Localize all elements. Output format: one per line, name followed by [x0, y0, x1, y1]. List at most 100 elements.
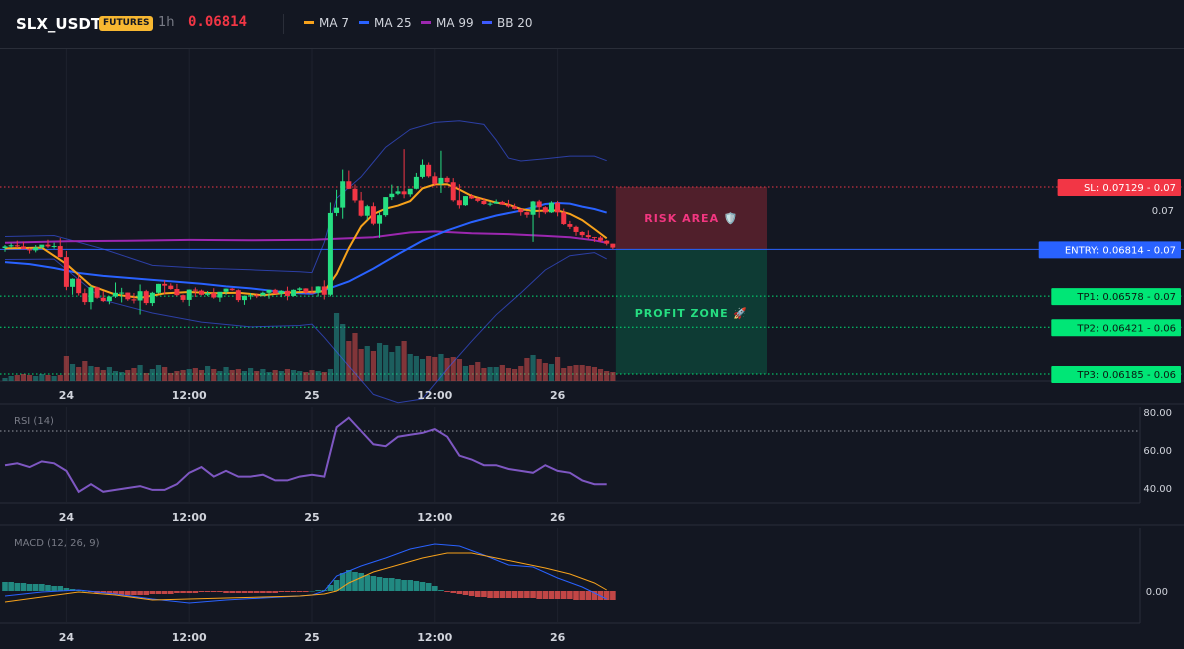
candle-body — [315, 286, 321, 293]
macd-histogram-bar — [192, 591, 199, 593]
legend-ma7[interactable]: MA 7 — [304, 16, 349, 30]
volume-bar — [333, 313, 340, 381]
candle-body — [278, 290, 284, 294]
macd-histogram-bar — [591, 591, 598, 600]
volume-bar — [272, 370, 278, 381]
macd-histogram-bar — [174, 591, 180, 593]
candle-body — [51, 246, 57, 248]
volume-bar — [131, 368, 137, 381]
macd-histogram-bar — [395, 579, 401, 591]
timeframe-label[interactable]: 1h — [158, 15, 175, 30]
legend-ma25[interactable]: MA 25 — [359, 16, 412, 30]
macd-histogram-bar — [554, 591, 561, 599]
symbol-name[interactable]: SLX_USDT — [16, 15, 102, 33]
candle-body — [2, 246, 8, 249]
time-tick-label: 26 — [550, 511, 566, 524]
volume-bar — [51, 376, 57, 381]
candle-body — [88, 287, 94, 303]
chart-header: SLX_USDT FUTURES 1h 0.06814 MA 7 MA 25 M… — [0, 0, 1184, 49]
price-tick-label: 0.07 — [1152, 206, 1174, 217]
volume-bar — [475, 362, 481, 381]
candle-body — [340, 181, 346, 208]
volume-bar — [561, 368, 567, 381]
candle-body — [401, 191, 407, 195]
volume-bar — [456, 359, 462, 381]
volume-bar — [585, 366, 591, 381]
candle-body — [395, 191, 401, 194]
macd-histogram-bar — [51, 586, 57, 591]
candle-body — [585, 235, 591, 238]
candle-body — [57, 246, 63, 258]
volume-bar — [119, 372, 125, 381]
macd-histogram-bar — [235, 591, 242, 593]
macd-histogram-bar — [100, 591, 107, 593]
candle-body — [284, 290, 290, 296]
macd-pane[interactable]: MACD (12, 26, 9) 0.00 — [2, 538, 1168, 604]
macd-histogram-bar — [167, 591, 174, 594]
macd-histogram-bar — [241, 591, 248, 593]
level-tag-bg — [1051, 288, 1181, 306]
macd-histogram-bar — [450, 591, 457, 593]
volume-bar — [573, 365, 579, 381]
volume-bar — [419, 359, 426, 381]
time-tick-label: 12:00 — [417, 631, 452, 644]
volume-bars — [2, 313, 616, 381]
macd-histogram-bar — [585, 591, 592, 600]
volume-bar — [309, 370, 315, 381]
legend-ma99[interactable]: MA 99 — [421, 16, 474, 30]
candle-body — [45, 244, 51, 247]
candle-body — [524, 212, 530, 215]
volume-bar — [591, 367, 598, 381]
volume-bar — [499, 365, 505, 381]
macd-histogram-bar — [266, 591, 272, 593]
profit-zone — [615, 249, 767, 374]
level-tags[interactable]: SL: 0.07129 - 0.07 ENTRY: 0.06814 - 0.07 T… — [1038, 179, 1181, 383]
macd-histogram-bar — [204, 591, 211, 592]
macd-histogram-bar — [364, 575, 371, 591]
legend-label: MA 99 — [436, 16, 474, 30]
volume-bar — [112, 371, 119, 381]
level-tag-bg — [1038, 241, 1181, 259]
legend-label: MA 25 — [374, 16, 412, 30]
volume-bar — [542, 363, 548, 381]
macd-histogram-bar — [511, 591, 518, 598]
volume-bar — [370, 351, 376, 381]
macd-histogram-bar — [309, 591, 315, 592]
macd-histogram-bar — [610, 591, 616, 600]
volume-bar — [223, 367, 229, 381]
candle-body — [223, 288, 229, 292]
volume-bar — [579, 365, 585, 381]
volume-bar — [426, 356, 432, 381]
volume-bar — [567, 366, 573, 381]
risk-area-zone — [615, 187, 767, 250]
candle-body — [358, 200, 364, 216]
volume-bar — [610, 372, 616, 381]
candle-body — [450, 182, 456, 201]
volume-bar — [548, 364, 555, 381]
rsi-pane[interactable]: RSI (14) 80.00 60.00 40.00 — [0, 408, 1172, 495]
candle-body — [542, 207, 548, 213]
candle-body — [420, 164, 426, 177]
volume-bar — [340, 324, 346, 381]
macd-histogram-bar — [272, 591, 278, 593]
volume-bar — [376, 343, 383, 381]
macd-histogram-bar — [229, 591, 235, 593]
last-price: 0.06814 — [188, 14, 248, 30]
volume-bar — [512, 369, 518, 381]
legend-label: MA 7 — [319, 16, 350, 30]
candlesticks[interactable] — [2, 149, 616, 315]
volume-bar — [211, 369, 217, 381]
ma99-line — [4, 230, 607, 244]
macd-histogram-bar — [573, 591, 579, 600]
macd-histogram-bar — [143, 591, 150, 595]
time-tick-label: 24 — [59, 631, 75, 644]
volume-bar — [284, 369, 291, 381]
macd-histogram-bar — [517, 591, 524, 598]
volume-bar — [198, 370, 205, 381]
legend-bb20[interactable]: BB 20 — [482, 16, 533, 30]
macd-histogram-bar — [530, 591, 536, 598]
level-tag-text: ENTRY: 0.06814 - 0.07 — [1065, 245, 1176, 256]
volume-bar — [555, 357, 561, 381]
profit-zone-label: PROFIT ZONE 🚀 — [635, 307, 748, 320]
